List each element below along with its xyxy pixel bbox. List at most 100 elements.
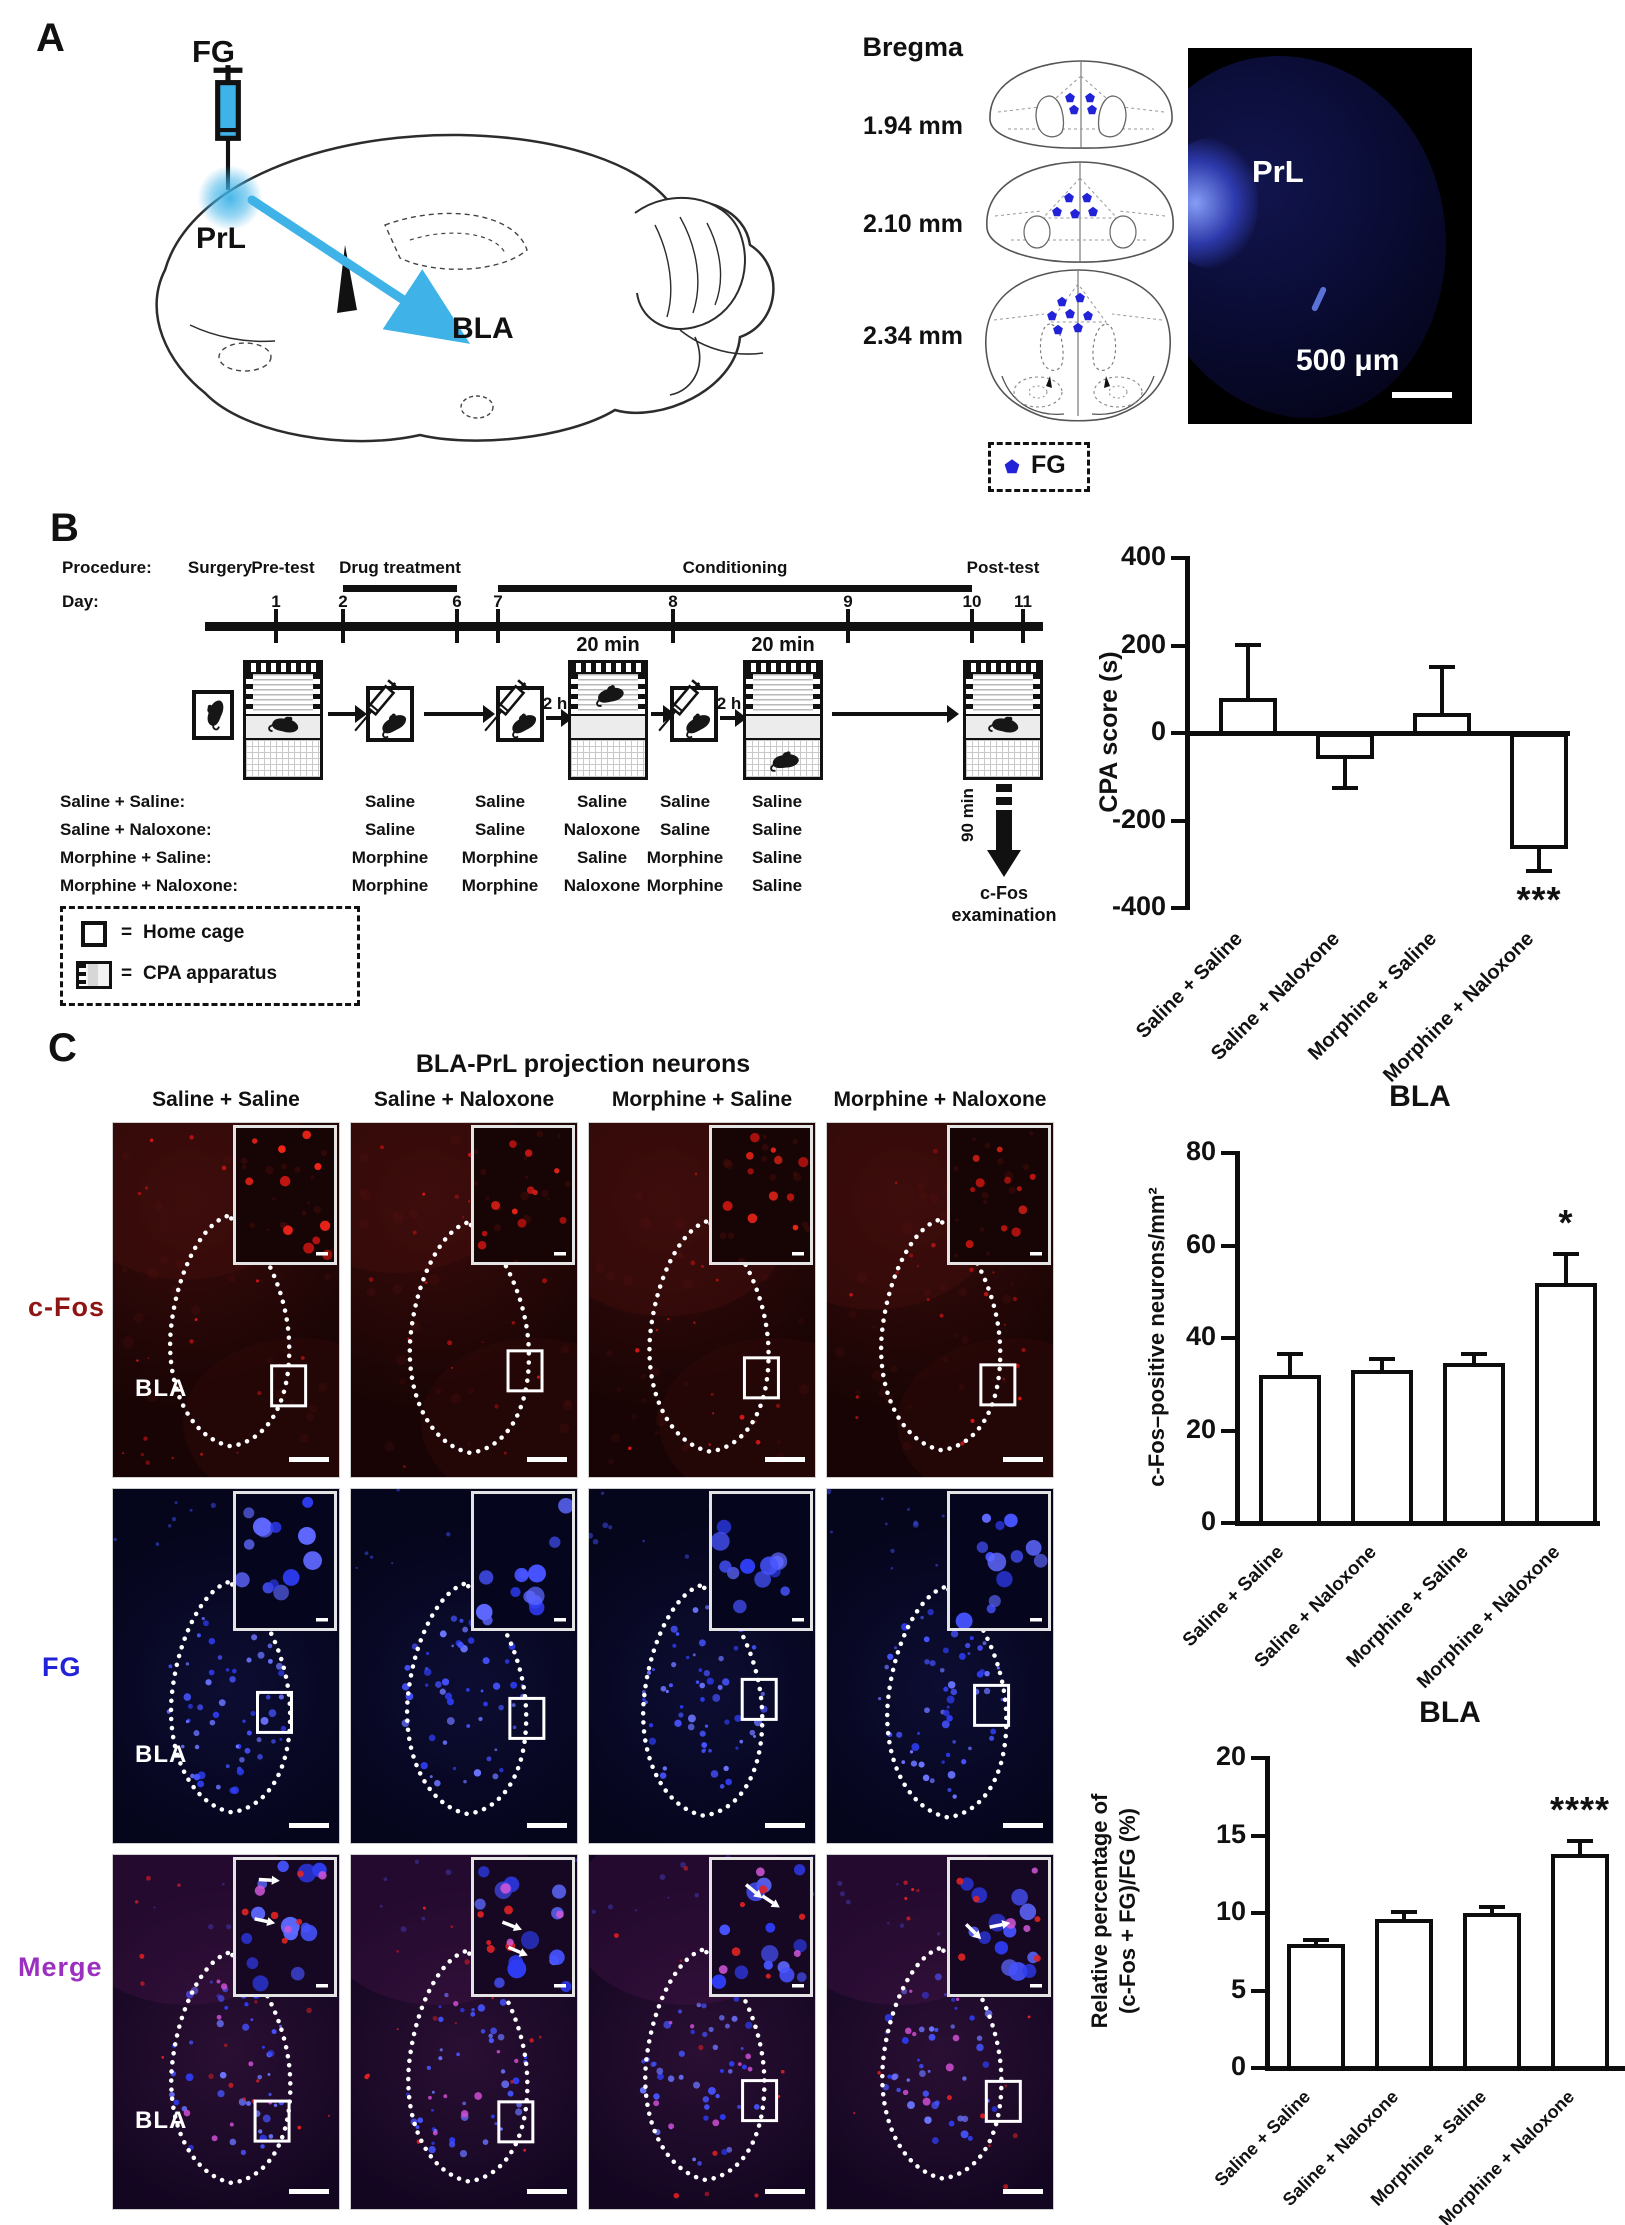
procedure-pretest: Pre-test	[251, 558, 315, 577]
inset-art	[712, 1519, 804, 1622]
session-duration-1: 20 min	[576, 634, 640, 656]
error-bar	[1343, 757, 1347, 790]
bar	[1510, 733, 1568, 849]
y-tick-label: 80	[1185, 1136, 1216, 1167]
inset-source-box	[740, 1677, 778, 1721]
inset-scale-bar	[1030, 1252, 1042, 1256]
inset-scale-bar	[1030, 1984, 1042, 1988]
panel-c-label: C	[48, 1026, 77, 1070]
session-duration-2: 20 min	[751, 634, 815, 656]
coronal-section-194	[989, 60, 1173, 149]
micrograph-tile: BLA	[112, 1854, 340, 2210]
coronal-section-210	[986, 161, 1174, 263]
y-axis-label: c-Fos–positive neurons/mm²	[1144, 1187, 1169, 1487]
injection-icon	[670, 686, 718, 742]
fg-tracer-label: FG	[192, 34, 236, 69]
micrograph-inset	[471, 1125, 575, 1265]
projection-arrow	[247, 195, 471, 344]
x-axis	[1185, 731, 1570, 736]
y-tick	[1251, 1988, 1265, 1993]
bla-region-label: BLA	[135, 1741, 188, 1768]
bregma-section-label: 2.34 mm	[862, 322, 963, 350]
micrograph-inset	[947, 1491, 1051, 1631]
scale-bar	[527, 2189, 567, 2194]
bar	[1219, 698, 1277, 735]
column-header-saline-saline: Saline + Saline	[152, 1088, 300, 1111]
treatment-cell: Saline	[751, 876, 803, 895]
scale-bar	[765, 2189, 805, 2194]
scale-bar	[289, 2189, 329, 2194]
cpa-apparatus-legend-label: CPA apparatus	[143, 963, 278, 984]
micrograph-inset	[233, 1491, 337, 1631]
prl-site-label: PrL	[196, 222, 247, 255]
panel-b-label: B	[50, 506, 79, 550]
cfos-density-chart: BLA 0 20 40 60 80 c-Fos–positive neurons/mm² Sa…	[1140, 1068, 1620, 1693]
panel-c-title: BLA-PrL projection neurons	[415, 1050, 751, 1078]
bla-dotted-outline	[406, 1949, 530, 2184]
cpa-striped-header	[571, 663, 645, 674]
day-6: 6	[452, 592, 462, 611]
flow-arrow	[720, 709, 747, 727]
inset-art	[956, 1867, 1042, 1988]
fg-legend-box: FG	[988, 442, 1090, 492]
bar	[1535, 1282, 1597, 1525]
column-header-saline-naloxone: Saline + Naloxone	[373, 1088, 555, 1111]
error-bar	[1288, 1351, 1292, 1375]
y-tick-label: 0	[1200, 1506, 1216, 1537]
bla-dotted-outline	[878, 1217, 1003, 1453]
cpa-striped-header	[966, 663, 1040, 674]
day-8: 8	[668, 592, 678, 611]
error-bar	[1578, 1838, 1582, 1855]
equals-sign: =	[121, 963, 133, 984]
inset-art	[474, 1866, 572, 1993]
bar	[1443, 1363, 1505, 1525]
bla-target-label: BLA	[452, 312, 514, 345]
y-tick-label: 10	[1215, 1896, 1246, 1927]
micrograph-art	[827, 1489, 1043, 1828]
inset-scale-bar	[554, 1984, 566, 1988]
prl-fluorescence-micrograph: PrL 500 μm	[1188, 48, 1472, 424]
bla-dotted-outline	[407, 1220, 532, 1456]
micrograph-inset	[947, 1857, 1051, 1997]
micrograph-tile: BLA	[112, 1488, 340, 1844]
treatment-cell: Saline	[474, 792, 526, 811]
cpa-neutral-zone	[746, 716, 820, 740]
colabel-arrow-icon	[507, 1945, 528, 1957]
bregma-title: Bregma	[862, 32, 963, 62]
inset-source-box	[270, 1364, 308, 1408]
cfos-arrow-head	[987, 850, 1021, 877]
y-tick-label: 40	[1185, 1321, 1216, 1352]
cpa-apparatus-conditioning2-icon	[743, 660, 823, 780]
inset-source-box	[255, 1690, 293, 1734]
wait-label-2: 2 h	[716, 694, 742, 713]
home-cage-legend-label: Home cage	[143, 922, 245, 943]
error-bar	[1472, 1351, 1476, 1364]
micrograph-tile	[350, 1488, 578, 1844]
y-tick-label: -200	[1111, 803, 1166, 834]
treatment-group-label: Morphine + Naloxone:	[60, 876, 239, 895]
y-tick	[1251, 1833, 1265, 1838]
bla-dotted-outline	[167, 1213, 292, 1449]
inset-art	[241, 1860, 328, 1992]
colabel-arrow-icon	[501, 1920, 522, 1932]
inset-source-box	[742, 1356, 780, 1400]
day-caption: Day:	[62, 592, 99, 611]
significance-stars: ****	[1549, 1788, 1611, 1830]
y-tick-label: 0	[1230, 2051, 1246, 2082]
micrograph-tile	[350, 1122, 578, 1478]
cfos-arrow-dash	[996, 784, 1012, 792]
timeline-tick	[341, 609, 345, 643]
scale-bar	[765, 1823, 805, 1828]
treatment-cell: Saline	[364, 820, 416, 839]
inset-source-box	[984, 2079, 1022, 2123]
timeline-tick	[846, 609, 850, 643]
error-bar-cap	[1277, 1351, 1303, 1356]
y-tick	[1171, 643, 1185, 648]
day-2: 2	[338, 592, 348, 611]
procedure-conditioning: Conditioning	[682, 558, 788, 577]
bar	[1259, 1375, 1321, 1525]
treatment-group-label: Saline + Saline:	[60, 792, 186, 811]
scale-bar-label: 500 μm	[1296, 344, 1400, 377]
error-bar-cap	[1526, 869, 1552, 873]
